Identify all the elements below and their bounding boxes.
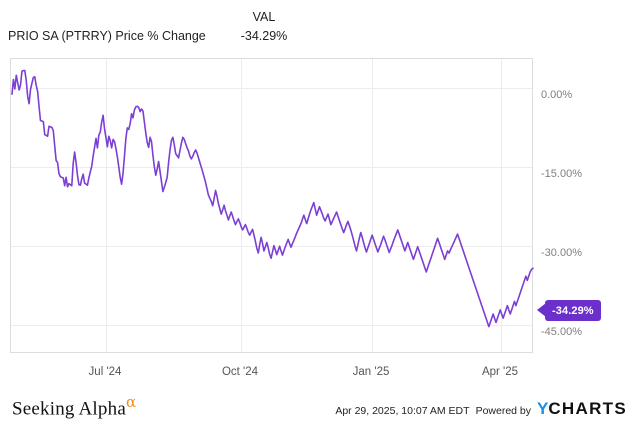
plot-area xyxy=(10,58,534,353)
x-axis-tick-label: Oct '24 xyxy=(221,366,259,378)
value-column: VAL -34.29% xyxy=(221,10,307,45)
ycharts-wordmark: CHARTS xyxy=(548,399,627,418)
gridline-horizontal xyxy=(11,88,532,89)
y-axis-tick-label: -30.00% xyxy=(541,246,582,259)
ycharts-y-icon: Y xyxy=(537,399,549,418)
alpha-glyph-icon: α xyxy=(125,393,137,411)
last-value-flag: -34.29% xyxy=(545,300,601,321)
chart-header: PRIO SA (PTRRY) Price % Change VAL -34.2… xyxy=(0,0,635,52)
footer-divider xyxy=(10,386,625,387)
gridline-horizontal xyxy=(11,246,532,247)
last-value-flag-label: -34.29% xyxy=(552,304,594,317)
gridline-vertical xyxy=(501,59,502,352)
series-title: PRIO SA (PTRRY) Price % Change xyxy=(8,29,206,43)
timestamp: Apr 29, 2025, 10:07 AM EDT xyxy=(335,405,470,417)
gridline-vertical xyxy=(372,59,373,352)
chart-footer xyxy=(0,386,635,424)
plot-inner xyxy=(11,59,534,352)
x-axis-tick-label: Apr '25 xyxy=(481,366,519,378)
y-axis-tick-label: -45.00% xyxy=(541,325,582,338)
footer-attribution: Apr 29, 2025, 10:07 AM EDT Powered by Y … xyxy=(335,400,627,417)
x-axis-tick-label: Jan '25 xyxy=(352,366,390,378)
value-column-value: -34.29% xyxy=(240,29,288,43)
x-axis-tick-label: Jul '24 xyxy=(88,366,122,378)
gridline-vertical xyxy=(106,59,107,352)
y-axis-tick-label: -15.00% xyxy=(541,167,582,180)
powered-by-label: Powered by xyxy=(475,405,532,417)
last-value-flag-arrow xyxy=(537,303,546,317)
seeking-alpha-logo: Seeking Alphaα xyxy=(12,393,136,420)
seeking-alpha-wordmark: Seeking Alpha xyxy=(12,398,126,420)
series-line xyxy=(11,69,534,328)
price-change-line-chart xyxy=(11,69,534,328)
value-column-header: VAL xyxy=(252,10,276,24)
gridline-vertical xyxy=(241,59,242,352)
y-axis-tick-label: 0.00% xyxy=(541,88,573,101)
gridline-horizontal xyxy=(11,167,532,168)
gridline-horizontal xyxy=(11,325,532,326)
